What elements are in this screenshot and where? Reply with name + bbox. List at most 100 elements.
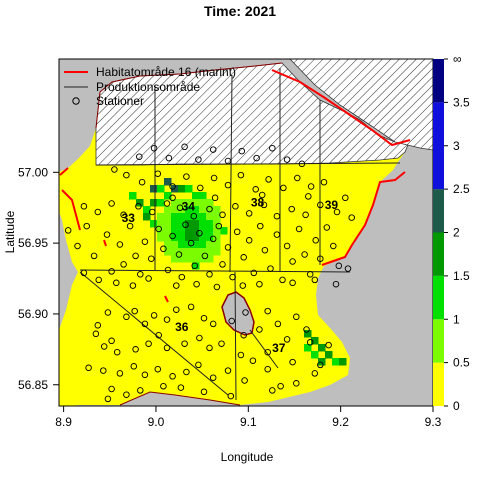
heatmap-cell [150,220,158,228]
station-point [155,225,162,233]
station-point [273,212,281,220]
station-point [64,227,72,234]
station-point [154,170,162,177]
station-point [213,283,221,291]
station-point [200,388,208,396]
heatmap-cell [185,234,193,242]
heatmap-cell [206,220,214,228]
station-point [256,280,263,288]
heatmap-cell [150,185,158,193]
heatmap-cell [199,220,207,228]
station-point [239,282,247,289]
station-point [342,194,349,202]
land-notch [59,212,78,330]
station-point [344,265,352,272]
heatmap-cell [199,199,207,207]
heatmap-cell [213,241,221,249]
heatmap-cell [192,255,200,263]
station-point [311,370,319,377]
station-point [218,340,225,347]
heatmap-cell [206,248,214,256]
heatmap-cell [213,206,221,214]
station-point [138,178,146,186]
station-point [237,351,245,359]
heatmap-cell [164,227,172,235]
station-point [209,235,217,243]
production-area-lines [79,68,401,401]
station-point [169,373,176,380]
station-point [141,238,149,245]
heatmap-cell [157,234,165,242]
station-point [113,279,120,287]
station-point [145,340,152,347]
station-point [238,147,246,155]
heatmap-cell [157,199,165,207]
station-point [123,313,130,321]
heatmap-cell [304,330,312,338]
station-point [289,258,296,265]
station-point [289,358,296,366]
heatmap-cell [318,358,326,366]
heatmap-cell [192,234,200,242]
heatmap-cell [206,206,214,214]
heatmap-cell [164,241,172,249]
heatmap-cell [171,227,179,235]
y-tick-label: 56.95 [18,236,48,250]
station-point [219,211,226,219]
station-point [330,242,337,250]
x-tick-label: 9.1 [240,415,257,429]
station-point [305,193,312,200]
habitat-boundary [59,69,411,303]
area-label: 37 [272,341,286,355]
station-point [131,307,138,315]
station-point [80,269,88,277]
heatmap-cell [311,351,319,359]
station-point [195,156,202,163]
station-point [320,178,328,186]
station-point [163,316,171,323]
station-point [191,262,198,270]
heatmap-cell [192,220,200,228]
station-point [265,176,272,183]
station-point [190,212,198,220]
heatmap-cell [185,248,193,256]
station-point [181,340,188,347]
station-point [245,210,253,217]
x-axis: 8.9 9.0 9.1 9.2 9.3 [55,406,442,429]
station-point [92,330,100,338]
station-point [317,361,324,369]
heatmap-cell [199,255,207,263]
station-point [126,222,134,230]
station-point [280,184,287,192]
station-point [279,276,286,284]
heatmap-cell [318,344,326,352]
coast-dark-line [95,62,283,406]
station-point [264,307,271,315]
station-point [301,251,308,258]
heatmap-cell [129,192,137,200]
colorbar-bin [433,275,444,320]
station-point [311,276,319,284]
heatmap-cell [220,227,228,235]
heatmap-cell [164,248,172,256]
heatmap-cell [192,241,200,249]
station-point [196,334,203,342]
heatmap-cell [192,213,200,221]
heatmap-cell [164,213,172,221]
heatmap-cell [192,206,200,214]
station-point [90,252,98,260]
heatmap-cell [136,199,144,207]
station-point [104,309,112,316]
heatmap-cell [213,234,221,242]
station-point [103,231,111,238]
colorbar-tick-label: 1.5 [453,269,470,283]
heatmap-cell [178,227,186,235]
station-point [298,160,306,168]
heatmap-cell [150,199,158,207]
heatmap-cell [311,337,319,345]
station-point [267,265,274,272]
station-point [283,156,291,163]
colorbar-bin [433,189,444,233]
station-point [252,186,259,193]
station-point [145,275,152,282]
